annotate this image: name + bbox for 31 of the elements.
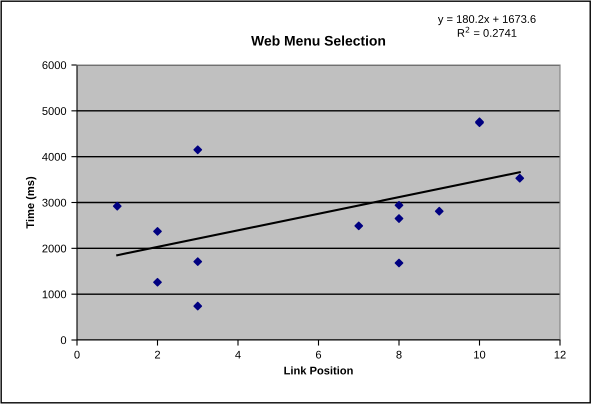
y-axis-title: Time (ms) [26, 176, 36, 229]
y-tick-label: 6000 [42, 61, 66, 70]
x-axis-title: Link Position [284, 366, 353, 374]
y-tick-label: 2000 [42, 244, 66, 252]
y-tick-label: 5000 [42, 107, 66, 115]
x-tick-label: 8 [396, 350, 402, 359]
x-tick-label: 4 [235, 350, 241, 358]
y-tick-label: 0 [60, 336, 66, 344]
point [193, 302, 202, 310]
y-tick-label: 3000 [42, 198, 66, 207]
x-tick-label: 12 [554, 350, 566, 358]
point [153, 227, 162, 236]
chart-title: Web Menu Selection [251, 35, 386, 46]
y-tick-label: 1000 [42, 290, 66, 298]
x-tick-label: 2 [154, 350, 160, 358]
point [434, 206, 444, 216]
point [515, 174, 524, 183]
x-tick-label: 0 [74, 350, 80, 359]
point [354, 222, 364, 230]
point [394, 200, 404, 210]
point [153, 278, 162, 287]
text: y = 180.2x + 1673.6 [438, 15, 536, 26]
x-tick-label: 6 [316, 350, 322, 359]
point [112, 202, 122, 211]
point [193, 257, 202, 266]
point [394, 258, 404, 268]
x-tick-label: 10 [474, 350, 486, 359]
point [193, 145, 202, 154]
text: R$^{2}$ = 0.2741 [458, 26, 516, 37]
point [394, 214, 404, 223]
y-tick-label: 4000 [42, 152, 66, 161]
